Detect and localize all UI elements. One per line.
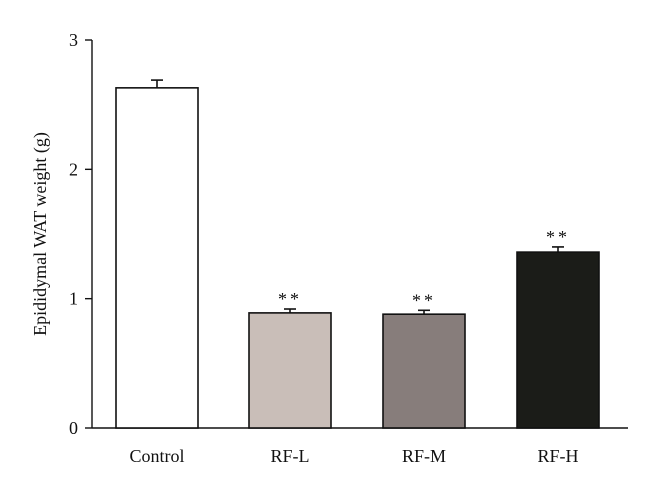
y-axis-ticks: 0 1 2 3 (69, 30, 92, 438)
significance-label: ** (412, 290, 436, 310)
x-tick-label: RF-L (270, 446, 309, 466)
bar-rf-m (382, 313, 466, 429)
significance-label: ** (278, 289, 302, 309)
y-tick-label: 1 (69, 289, 78, 309)
y-tick-label: 3 (69, 30, 78, 50)
bar-control (115, 87, 199, 429)
y-axis-label: Epididymal WAT weight (g) (30, 132, 51, 336)
bars (115, 87, 600, 429)
bar-rf-l (248, 312, 332, 429)
error-bars (151, 79, 564, 315)
significance-labels: ** ** ** (278, 227, 570, 310)
y-tick-label: 0 (69, 418, 78, 438)
x-tick-label: Control (129, 446, 184, 466)
x-tick-label: RF-M (402, 446, 446, 466)
plot-area: 0 1 2 3 ** ** ** Control RF-L RF-M RF-H (69, 30, 628, 466)
x-tick-label: RF-H (537, 446, 578, 466)
significance-label: ** (546, 227, 570, 247)
y-tick-label: 2 (69, 159, 78, 179)
bar-rf-h (516, 251, 600, 429)
x-axis-tick-labels: Control RF-L RF-M RF-H (129, 446, 578, 466)
